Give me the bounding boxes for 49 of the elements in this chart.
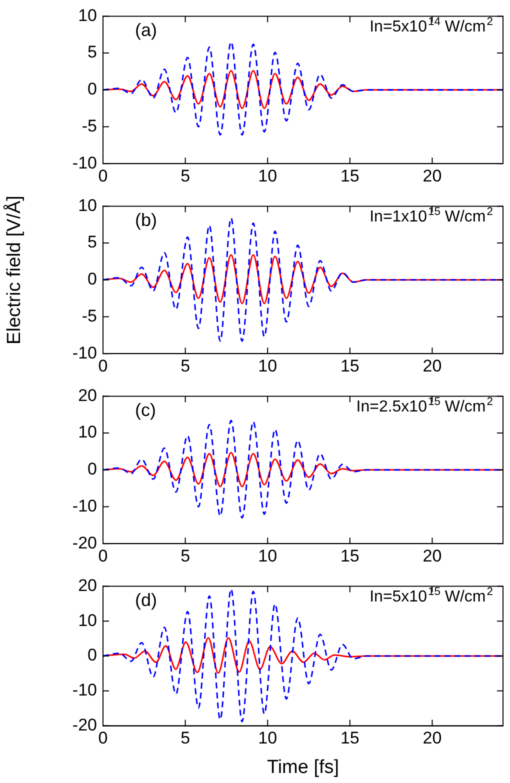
x-tick-label: 15 bbox=[340, 356, 360, 376]
y-tick-label: 10 bbox=[78, 196, 97, 215]
x-tick-label: 20 bbox=[422, 166, 442, 186]
y-axis-title: Electric field [V/Å] bbox=[4, 194, 26, 346]
annotation: (d) bbox=[135, 590, 157, 612]
y-tick-label: 5 bbox=[88, 42, 97, 62]
x-axis-title: Time [fs] bbox=[266, 756, 340, 778]
x-tick-label: 10 bbox=[258, 728, 278, 748]
y-tick-label: -10 bbox=[72, 153, 97, 172]
line-series bbox=[103, 41, 503, 136]
annotation: In=5x10$^{14}$ W/cm$^{2}$ bbox=[370, 16, 493, 37]
x-tick-label: 10 bbox=[258, 166, 278, 186]
y-tick-label: 10 bbox=[78, 610, 97, 630]
y-tick-label: 10 bbox=[78, 422, 97, 442]
y-tick-label: 0 bbox=[88, 80, 97, 99]
y-tick-label: -10 bbox=[72, 343, 97, 362]
y-tick-label: 0 bbox=[88, 270, 97, 289]
line-series bbox=[103, 588, 503, 722]
y-tick-label: -10 bbox=[72, 680, 97, 700]
x-tick-label: 10 bbox=[258, 546, 278, 566]
y-tick-label: 10 bbox=[78, 6, 97, 25]
y-tick-label: -5 bbox=[82, 116, 97, 136]
y-tick-label: -20 bbox=[72, 715, 97, 734]
y-tick-label: 5 bbox=[88, 232, 97, 252]
x-tick-label: 10 bbox=[258, 356, 278, 376]
annotation: (a) bbox=[135, 20, 157, 42]
x-tick-label: 5 bbox=[180, 166, 190, 186]
y-tick-label: -20 bbox=[72, 533, 97, 552]
y-tick-label: 20 bbox=[78, 386, 97, 405]
annotation: In=2.5x10$^{15}$ W/cm$^{2}$ bbox=[356, 396, 493, 417]
y-tick-label: -10 bbox=[72, 496, 97, 516]
x-tick-label: 20 bbox=[422, 356, 442, 376]
x-tick-label: 5 bbox=[180, 728, 190, 748]
annotation: (c) bbox=[135, 400, 156, 422]
x-tick-label: 15 bbox=[340, 728, 360, 748]
y-tick-label: 0 bbox=[88, 460, 97, 479]
x-tick-label: 15 bbox=[340, 546, 360, 566]
y-tick-label: -5 bbox=[82, 306, 97, 326]
x-tick-label: 20 bbox=[422, 546, 442, 566]
x-tick-label: 5 bbox=[180, 546, 190, 566]
annotation: In=5x10$^{15}$ W/cm$^{2}$ bbox=[370, 586, 493, 607]
x-tick-label: 20 bbox=[422, 728, 442, 748]
line-series bbox=[103, 420, 503, 519]
y-tick-label: 20 bbox=[78, 576, 97, 595]
x-tick-label: 15 bbox=[340, 166, 360, 186]
y-tick-label: 0 bbox=[88, 646, 97, 665]
annotation: (b) bbox=[135, 210, 157, 232]
annotation: In=1x10$^{15}$ W/cm$^{2}$ bbox=[370, 206, 493, 227]
x-tick-label: 5 bbox=[180, 356, 190, 376]
